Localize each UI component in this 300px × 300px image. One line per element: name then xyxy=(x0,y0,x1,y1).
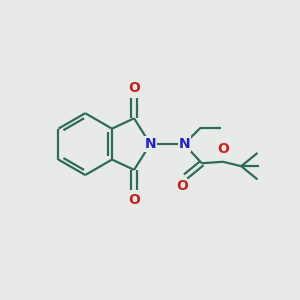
Text: N: N xyxy=(178,137,190,151)
Text: O: O xyxy=(217,142,229,157)
Text: O: O xyxy=(128,81,140,95)
Text: N: N xyxy=(145,137,156,151)
Text: O: O xyxy=(128,193,140,207)
Text: O: O xyxy=(177,179,189,193)
